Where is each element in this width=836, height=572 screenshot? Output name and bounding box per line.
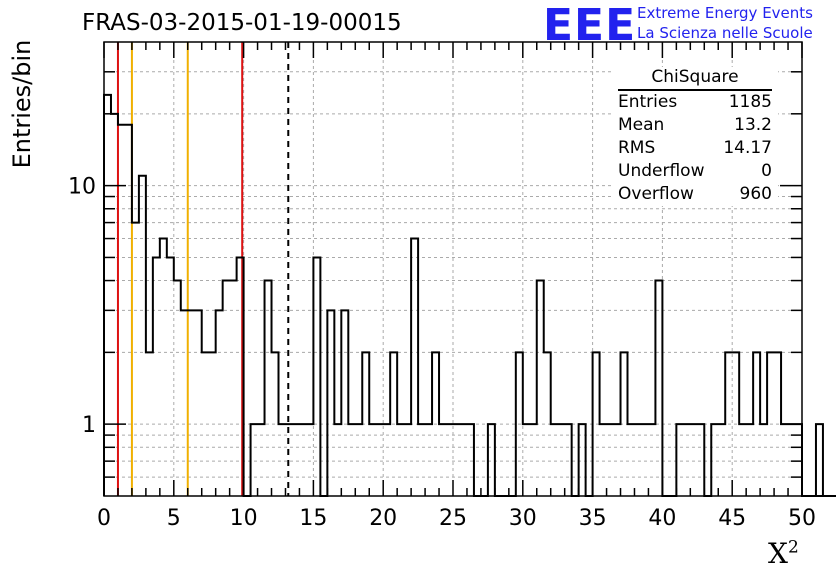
eee-logo: EEE	[543, 0, 637, 51]
logo-line-1: Extreme Energy Events	[637, 4, 813, 22]
stats-label: Mean	[618, 115, 665, 135]
stats-label: Underflow	[618, 161, 705, 181]
stats-row: Underflow 0	[612, 160, 778, 183]
stats-row: Overflow 960	[612, 183, 778, 206]
stats-value: 1185	[728, 92, 772, 112]
plot-title: FRAS-03-2015-01-19-00015	[82, 10, 402, 36]
x-axis-label: X2	[768, 537, 799, 570]
logo-line-2: La Scienza nelle Scuole	[637, 24, 813, 42]
x-tick-label: 35	[579, 506, 607, 531]
x-axis-label-sup: 2	[787, 537, 799, 558]
x-tick-label: 30	[509, 506, 537, 531]
x-axis-label-base: X	[768, 537, 788, 570]
histogram-line	[103, 93, 836, 497]
stats-value: 13.2	[734, 115, 772, 135]
tick-labels: 0 5 10 15 20 25 30 35 40 45 50 1 10	[68, 175, 816, 531]
y-tick-label: 1	[82, 413, 96, 438]
y-axis-label: Entries/bin	[8, 39, 36, 169]
x-tick-label: 15	[299, 506, 327, 531]
stats-box: ChiSquare Entries 1185 Mean 13.2 RMS 14.17 …	[612, 67, 778, 206]
stats-row: RMS 14.17	[612, 137, 778, 160]
marker-lines	[116, 42, 290, 496]
x-tick-label: 45	[718, 506, 746, 531]
y-tick-label: 10	[68, 175, 96, 200]
stats-value: 960	[739, 184, 772, 204]
x-tick-label: 50	[788, 506, 816, 531]
stats-row: Entries 1185	[612, 91, 778, 114]
axis-ticks	[103, 42, 803, 496]
stats-label: Overflow	[618, 184, 694, 204]
stats-row: Mean 13.2	[612, 114, 778, 137]
stats-label: RMS	[618, 138, 656, 158]
x-tick-label: 20	[369, 506, 397, 531]
x-tick-label: 25	[439, 506, 467, 531]
stats-label: Entries	[618, 92, 678, 112]
x-tick-label: 40	[648, 506, 676, 531]
stats-title: ChiSquare	[618, 67, 772, 91]
stats-value: 14.17	[723, 138, 772, 158]
x-tick-label: 10	[230, 506, 258, 531]
stats-value: 0	[761, 161, 772, 181]
x-tick-label: 5	[167, 506, 181, 531]
x-tick-label: 0	[97, 506, 111, 531]
